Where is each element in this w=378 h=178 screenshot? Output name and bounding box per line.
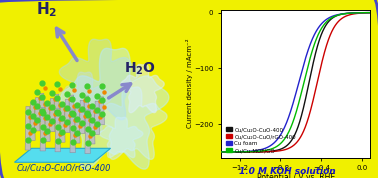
Polygon shape — [84, 96, 90, 124]
Polygon shape — [14, 148, 110, 162]
Polygon shape — [54, 94, 59, 122]
Polygon shape — [30, 102, 35, 140]
Polygon shape — [94, 101, 100, 134]
Legend: Cu/Cu₂O-CuO-400, Cu/Cu₂O-CuO/rGO-400, Cu foam, Cu/Cu-MOF/GO: Cu/Cu₂O-CuO-400, Cu/Cu₂O-CuO/rGO-400, Cu… — [224, 125, 298, 155]
Polygon shape — [50, 99, 55, 132]
Polygon shape — [100, 117, 143, 158]
Polygon shape — [45, 103, 50, 141]
Text: Cu/Cu₂O-CuO/rGO-400: Cu/Cu₂O-CuO/rGO-400 — [16, 164, 111, 173]
Polygon shape — [34, 98, 40, 131]
Polygon shape — [25, 106, 31, 150]
Polygon shape — [40, 107, 45, 151]
Text: 1.0 M KOH solution: 1.0 M KOH solution — [239, 167, 336, 176]
Polygon shape — [90, 106, 95, 144]
X-axis label: Potential / V vs. RHE: Potential / V vs. RHE — [257, 172, 335, 178]
Text: $\mathbf{H_2O}$: $\mathbf{H_2O}$ — [124, 60, 156, 77]
Polygon shape — [39, 93, 45, 121]
Polygon shape — [58, 72, 112, 133]
Polygon shape — [61, 48, 169, 169]
Polygon shape — [99, 97, 104, 125]
Polygon shape — [55, 108, 60, 152]
Polygon shape — [59, 39, 141, 120]
Y-axis label: Current density / mAcm⁻²: Current density / mAcm⁻² — [186, 39, 193, 129]
Polygon shape — [69, 95, 74, 123]
Polygon shape — [121, 64, 164, 113]
Polygon shape — [60, 104, 65, 142]
Text: $\mathbf{H_2}$: $\mathbf{H_2}$ — [36, 1, 57, 19]
Polygon shape — [75, 105, 80, 143]
Polygon shape — [85, 110, 90, 154]
Polygon shape — [64, 100, 70, 133]
Polygon shape — [79, 100, 85, 134]
Polygon shape — [70, 109, 75, 153]
Polygon shape — [97, 87, 167, 159]
